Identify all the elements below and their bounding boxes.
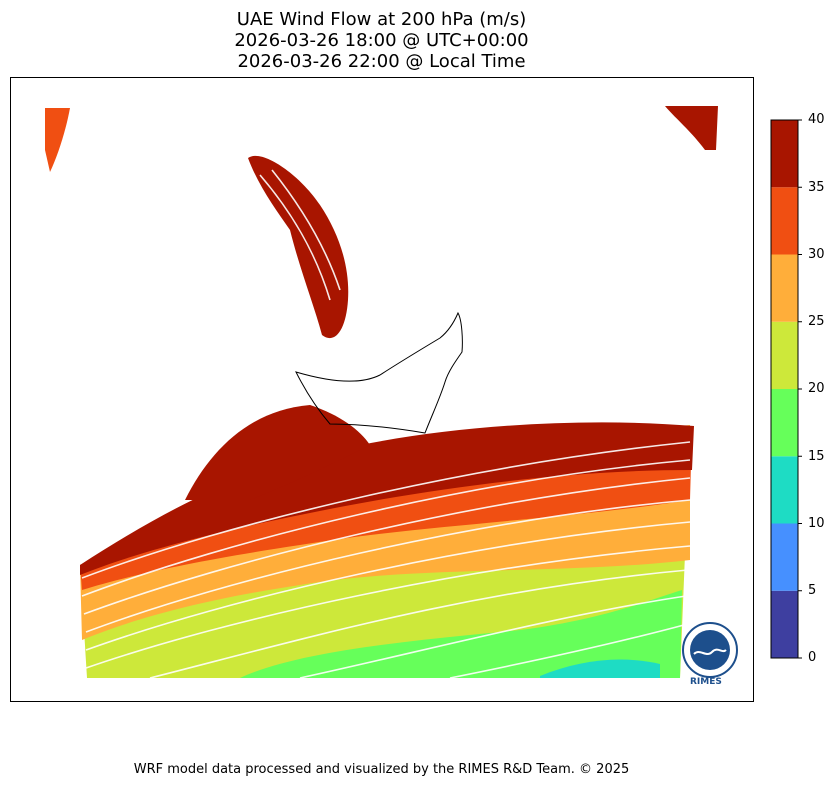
field-nw-corner <box>45 108 70 172</box>
colorbar-tick: 15 <box>808 449 825 464</box>
field-band-35-40-gulf <box>185 405 370 500</box>
colorbar-tick: 40 <box>808 112 825 127</box>
utc-time: 2026-03-26 18:00 @ UTC+00:00 <box>234 30 529 51</box>
colorbar-segment <box>771 590 798 658</box>
colorbar-segment <box>771 254 798 322</box>
chart-title: UAE Wind Flow at 200 hPa (m/s) <box>236 9 527 30</box>
colorbar-segment <box>771 389 798 457</box>
colorbar-segment <box>771 456 798 524</box>
logo-text: RIMES <box>690 677 722 687</box>
field-nw-lobe <box>248 155 349 339</box>
footer-credit: WRF model data processed and visualized … <box>133 762 630 777</box>
field-band-35-40-south <box>80 422 694 575</box>
colorbar-segment <box>771 321 798 389</box>
colorbar-tick: 30 <box>808 247 825 262</box>
field-ne-corner <box>665 106 718 150</box>
colorbar-segment <box>771 120 798 188</box>
rimes-logo-icon <box>682 622 738 678</box>
local-time: 2026-03-26 22:00 @ Local Time <box>237 51 526 72</box>
colorbar-tick: 10 <box>808 516 825 531</box>
colorbar-tick: 35 <box>808 180 825 195</box>
field-band-15-20 <box>240 590 682 678</box>
colorbar-segment <box>771 187 798 255</box>
colorbar-tick: 0 <box>808 650 817 665</box>
uae-border <box>295 311 463 434</box>
colorbar-segment <box>771 523 798 591</box>
colorbar-tick: 25 <box>808 314 825 329</box>
colorbar-tick: 20 <box>808 381 825 396</box>
field-band-10-15 <box>540 659 660 678</box>
wind-streamlines <box>81 169 691 679</box>
colorbar-tick: 5 <box>808 583 817 598</box>
